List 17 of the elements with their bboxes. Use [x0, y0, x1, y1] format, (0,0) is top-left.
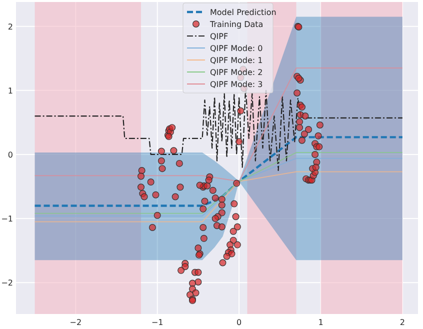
y-tick-label: 1: [8, 86, 13, 96]
legend-label: QIPF: [210, 32, 228, 41]
x-tick-label: −1: [151, 318, 164, 327]
x-tick-label: 1: [318, 318, 324, 327]
legend-label: QIPF Mode: 1: [210, 56, 263, 65]
legend-label: QIPF Mode: 0: [210, 44, 263, 53]
y-tick-label: 0: [8, 150, 13, 160]
legend-label: Training Data: [209, 20, 264, 29]
legend-label: QIPF Mode: 2: [210, 68, 263, 77]
x-tick-label: 2: [400, 318, 406, 327]
y-tick-label: −2: [1, 278, 13, 288]
x-tick-label: 0: [236, 318, 242, 327]
y-tick-label: 2: [8, 22, 13, 32]
legend-label: QIPF Mode: 3: [210, 80, 263, 89]
y-tick-label: −1: [1, 214, 13, 224]
legend-label: Model Prediction: [210, 8, 276, 17]
x-tick-label: −2: [70, 318, 82, 327]
